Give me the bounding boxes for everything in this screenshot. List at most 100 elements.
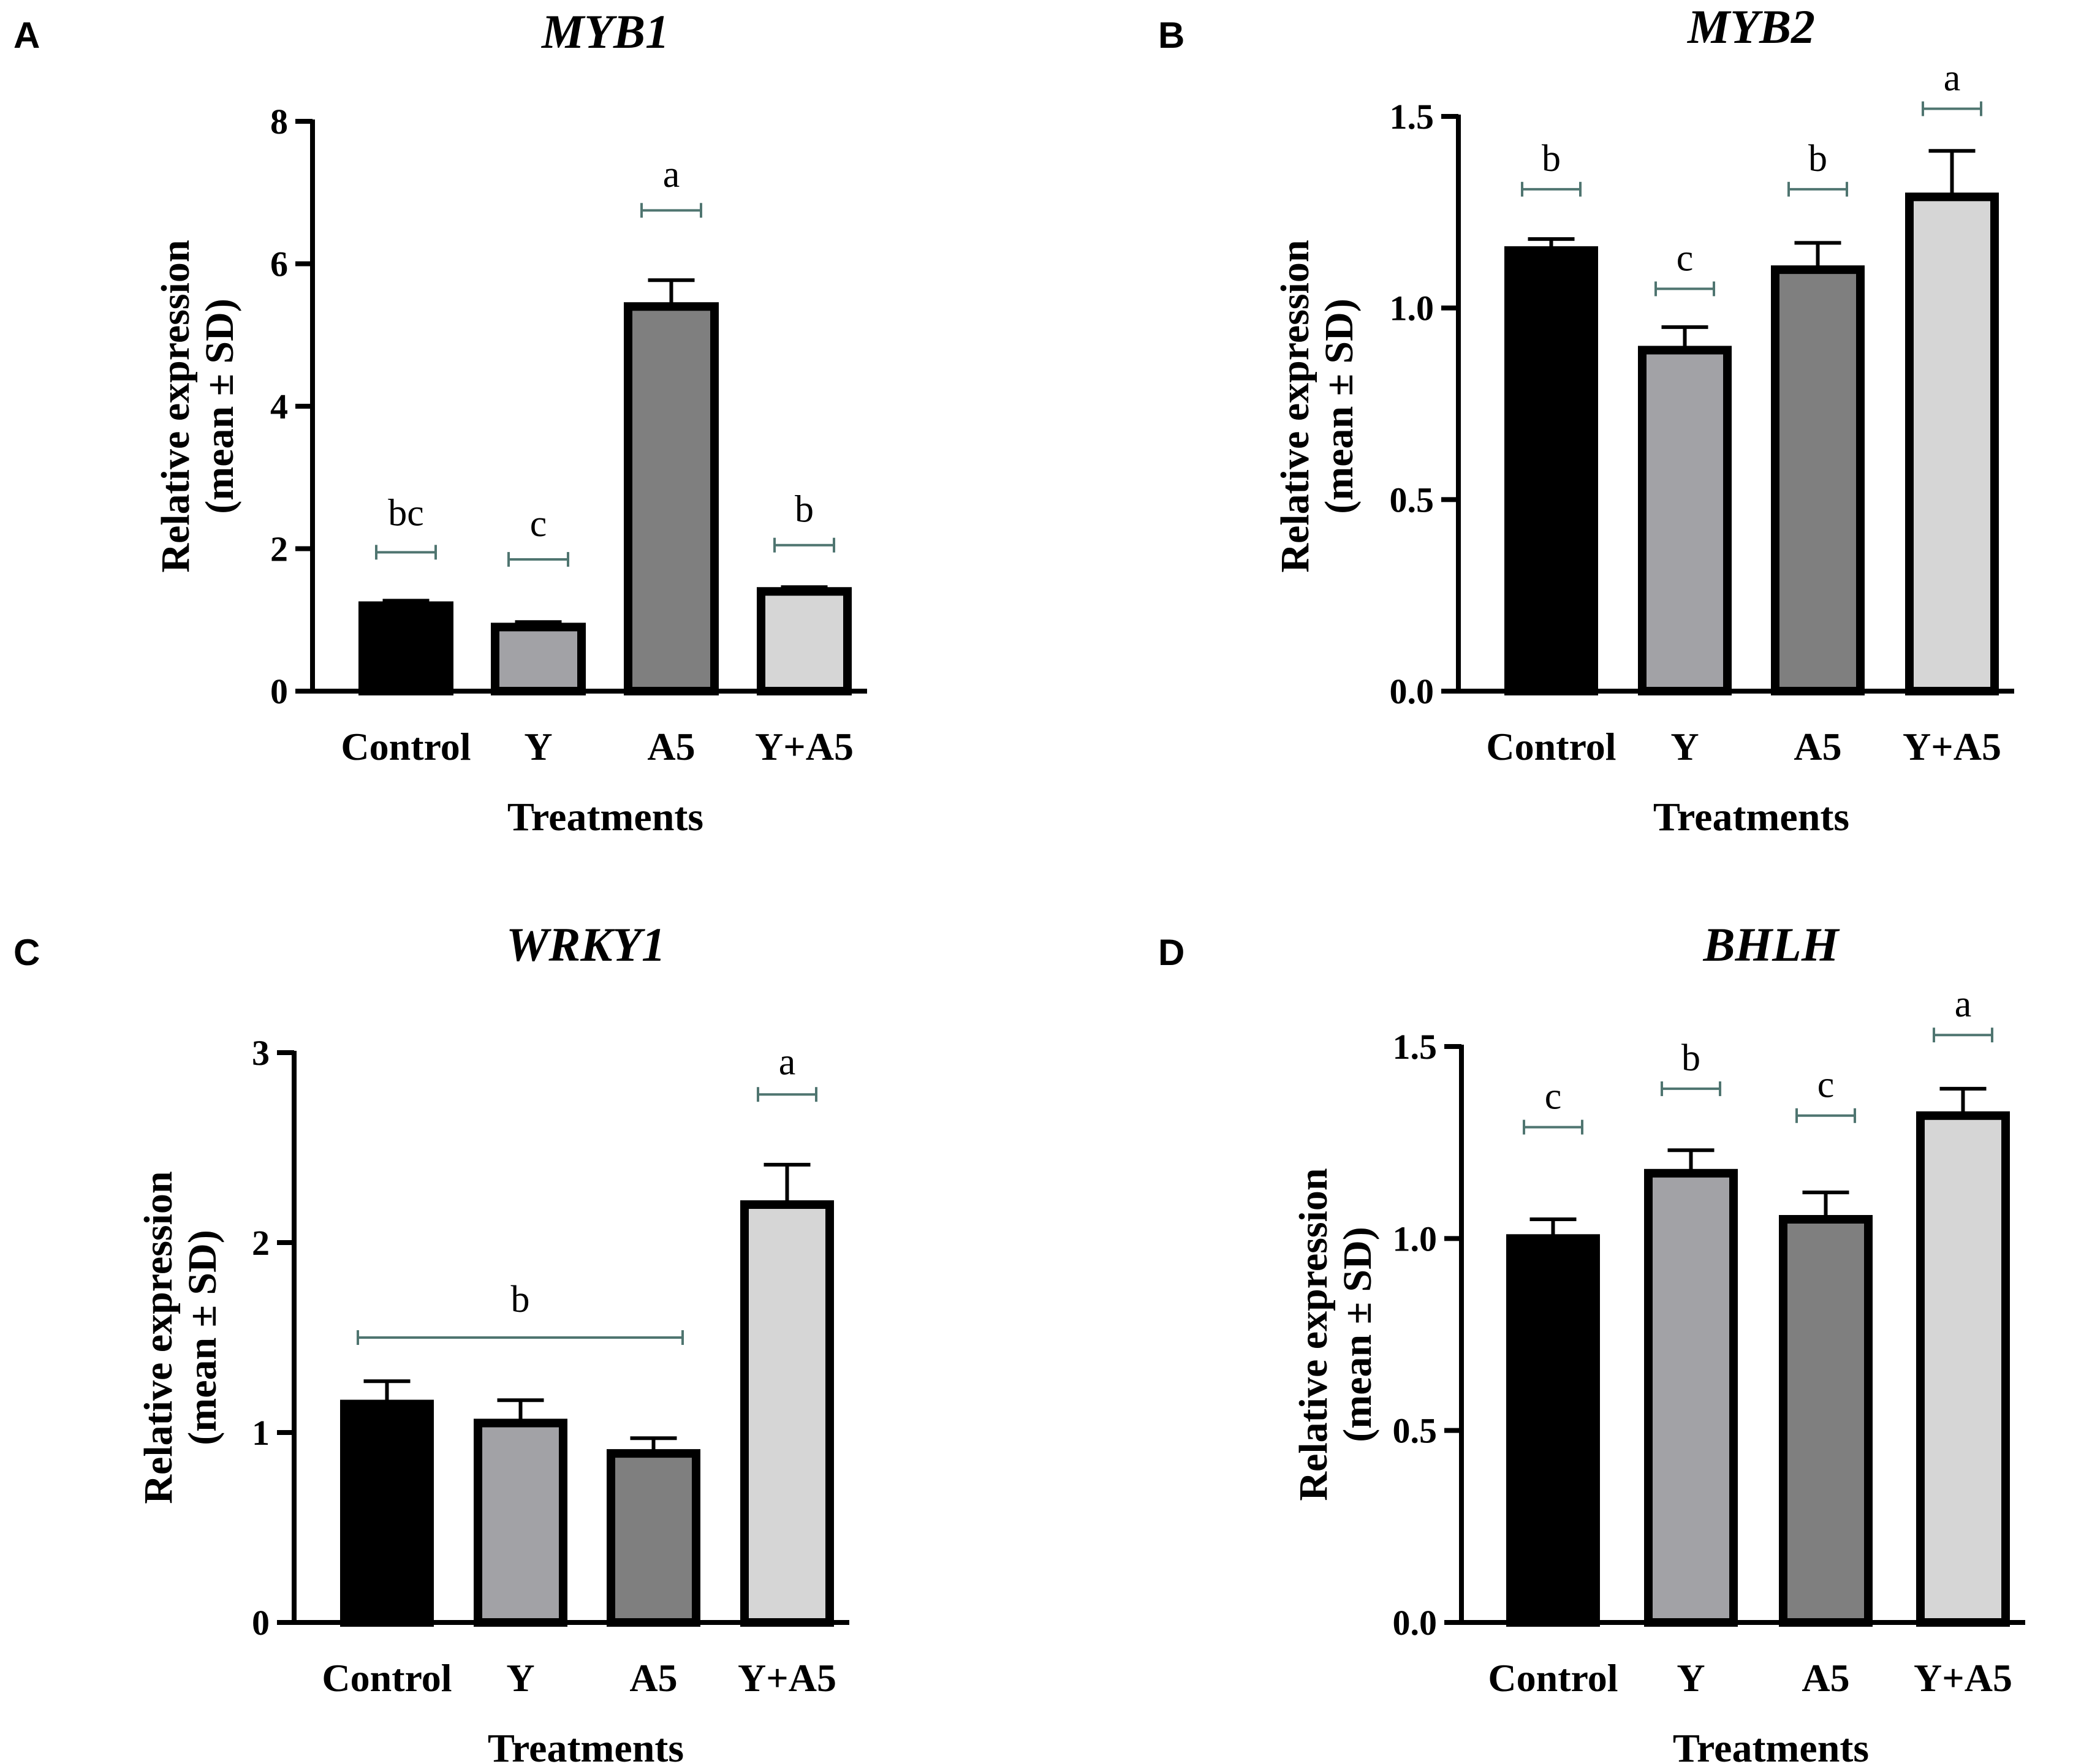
significance-bracket <box>357 1330 684 1345</box>
panel-a: A MYB1 Control Y A5 Y+A5 0 2 4 6 8 bc c a b Treatments R… <box>13 5 867 839</box>
x-tick-label: Y+A5 <box>1903 725 2001 768</box>
y-tick-label: 1.5 <box>1390 97 1434 137</box>
x-tick-label: Control <box>341 725 471 768</box>
significance-letter: a <box>1944 57 1961 99</box>
y-tick-label: 1 <box>252 1413 270 1453</box>
significance-bracket <box>507 551 569 567</box>
chart-title: WRKY1 <box>506 918 665 971</box>
y-tick-label: 4 <box>270 387 288 426</box>
bar-y-a5 <box>740 1200 834 1627</box>
y-axis-title-line1: Relative expression <box>136 1171 181 1504</box>
y-tick-label: 0 <box>252 1603 270 1643</box>
significance-bracket <box>773 537 835 553</box>
bar-y <box>474 1418 567 1627</box>
bar-a5 <box>607 1449 700 1627</box>
x-tick-label: A5 <box>1794 725 1841 768</box>
y-axis-title: Relative expression (mean ± SD) <box>1291 1168 1380 1501</box>
bar-y <box>491 623 586 695</box>
y-tick-label: 3 <box>252 1033 270 1073</box>
x-tick-label: A5 <box>647 725 695 768</box>
significance-letter: b <box>511 1279 530 1320</box>
significance-letter: b <box>1681 1037 1700 1079</box>
x-tick-label: Y <box>1677 1656 1705 1700</box>
y-tick-label: 2 <box>270 529 288 569</box>
panel-b: B MYB2 Control Y A5 Y+A5 0.0 0.5 1.0 1.5 b c b a Treat… <box>1158 0 2014 839</box>
panel-letter: B <box>1158 15 1184 56</box>
significance-bracket <box>1523 1119 1583 1135</box>
x-tick-label: Y+A5 <box>738 1656 836 1700</box>
significance-letter: bc <box>388 492 424 534</box>
panel-letter: A <box>13 15 40 56</box>
y-axis-title-line2: (mean ± SD) <box>1317 298 1362 514</box>
significance-letter: a <box>663 154 680 195</box>
significance-letter: c <box>1677 237 1694 279</box>
y-axis-title: Relative expression (mean ± SD) <box>1273 240 1362 572</box>
significance-letter: a <box>779 1042 796 1083</box>
significance-letter: b <box>1808 138 1827 180</box>
y-axis-title: Relative expression (mean ± SD) <box>153 240 242 572</box>
y-tick-label: 6 <box>270 244 288 284</box>
chart-title: BHLH <box>1702 918 1840 971</box>
bar-a5 <box>624 302 719 695</box>
significance-bracket <box>1933 1028 1993 1043</box>
bar-y <box>1644 1168 1738 1627</box>
bar-control <box>340 1399 434 1627</box>
significance-bracket <box>1661 1081 1721 1096</box>
significance-bracket <box>1795 1108 1856 1123</box>
significance-bracket <box>640 203 702 218</box>
significance-bracket <box>375 545 437 560</box>
y-tick-label: 0.0 <box>1390 672 1434 711</box>
x-axis-title: Treatments <box>507 795 703 839</box>
bar-control <box>1506 1234 1600 1627</box>
y-axis-title-line1: Relative expression <box>1291 1168 1336 1501</box>
y-tick-label: 0.5 <box>1390 480 1434 520</box>
y-tick-label: 2 <box>252 1223 270 1263</box>
y-tick-label: 8 <box>270 102 288 142</box>
y-tick-label: 1.0 <box>1390 289 1434 328</box>
significance-letter: c <box>1545 1075 1562 1117</box>
panel-d: D BHLH Control Y A5 Y+A5 0.0 0.5 1.0 1.5 c b c a Treat… <box>1158 918 2025 1764</box>
y-axis-title-line2: (mean ± SD) <box>180 1230 225 1445</box>
x-tick-label: A5 <box>629 1656 677 1700</box>
significance-bracket <box>1787 181 1848 197</box>
bar-y-a5 <box>1905 192 1999 695</box>
panel-c: C WRKY1 Control Y A5 Y+A5 0 1 2 3 b a Treatments Rela… <box>13 918 849 1764</box>
x-axis-title: Treatments <box>488 1726 684 1764</box>
significance-letter: b <box>1542 138 1561 180</box>
chart-title: MYB1 <box>540 5 669 58</box>
significance-letter: c <box>1817 1064 1835 1106</box>
y-axis-title-line1: Relative expression <box>153 240 198 572</box>
x-tick-label: Y <box>524 725 552 768</box>
panel-letter: C <box>13 932 40 973</box>
significance-letter: c <box>530 503 547 545</box>
significance-bracket <box>1654 281 1715 297</box>
x-tick-label: Control <box>322 1656 452 1700</box>
significance-letter: a <box>1955 983 1972 1025</box>
significance-bracket <box>757 1087 817 1102</box>
bar-a5 <box>1779 1215 1873 1627</box>
bar-y-a5 <box>757 587 852 695</box>
bar-control <box>358 601 453 695</box>
x-tick-label: Y+A5 <box>755 725 854 768</box>
y-axis-title-line2: (mean ± SD) <box>197 298 242 514</box>
y-tick-label: 0.5 <box>1393 1411 1438 1451</box>
significance-bracket <box>1521 181 1582 197</box>
y-axis-title-line2: (mean ± SD) <box>1335 1227 1380 1442</box>
chart-title: MYB2 <box>1686 0 1815 53</box>
y-tick-label: 0.0 <box>1393 1603 1438 1643</box>
bar-y-a5 <box>1916 1111 2010 1627</box>
y-axis-title-line1: Relative expression <box>1273 240 1317 572</box>
bar-y <box>1638 346 1732 695</box>
x-axis-title: Treatments <box>1653 795 1849 839</box>
x-tick-label: A5 <box>1802 1656 1849 1700</box>
significance-letter: b <box>795 489 814 531</box>
x-tick-label: Y <box>1670 725 1699 768</box>
x-tick-label: Y <box>506 1656 534 1700</box>
bar-a5 <box>1771 265 1865 695</box>
panel-letter: D <box>1158 932 1184 973</box>
y-tick-label: 1.5 <box>1393 1027 1438 1067</box>
bar-control <box>1504 246 1598 696</box>
y-tick-label: 1.0 <box>1393 1219 1438 1259</box>
x-axis-title: Treatments <box>1673 1726 1869 1764</box>
